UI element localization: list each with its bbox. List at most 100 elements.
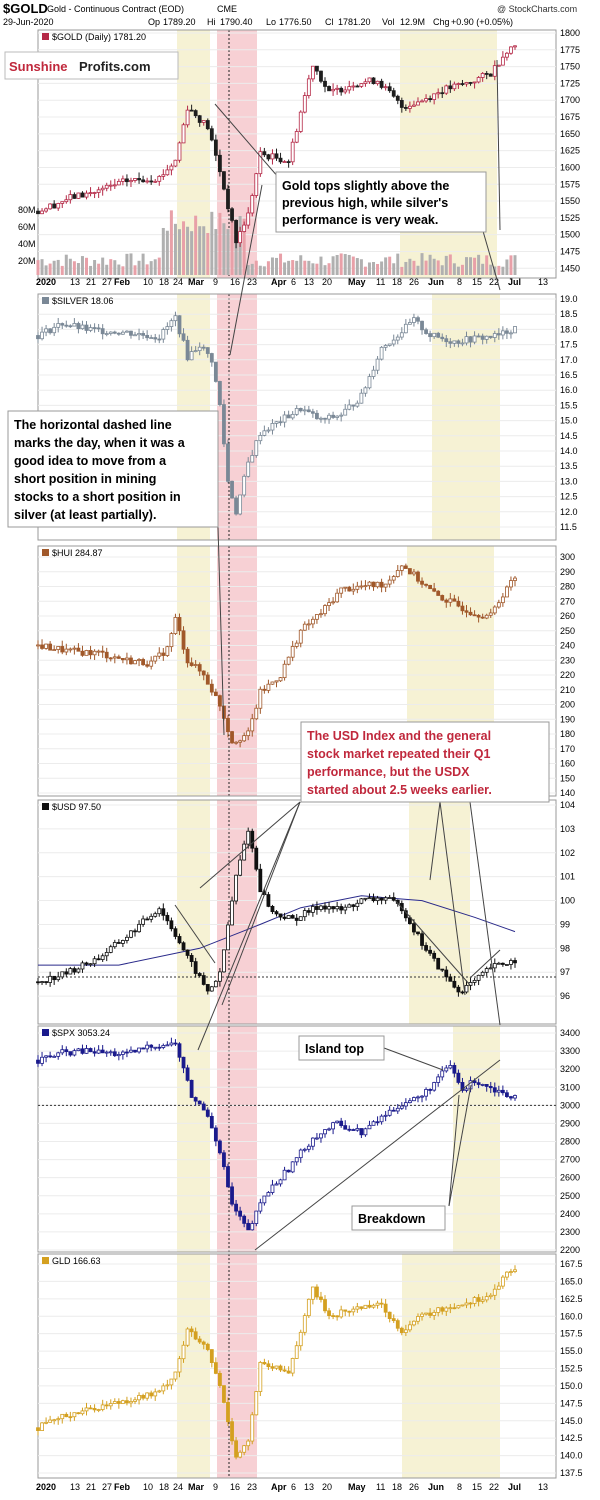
volume-bar (230, 219, 234, 275)
candle-body (76, 1412, 81, 1415)
y-tick-label: 1675 (560, 112, 580, 122)
candle-body (367, 1304, 372, 1308)
candle-body (444, 338, 449, 343)
candle-body (456, 83, 461, 85)
candle-body (327, 906, 331, 910)
candle-body (270, 681, 275, 685)
candle-body (460, 342, 465, 345)
annotation-connector (448, 1094, 460, 1207)
date-tick-label: Jun (428, 277, 444, 287)
date-tick-label: 20 (322, 277, 332, 287)
candle-body (238, 1451, 243, 1458)
date-tick-label: 16 (230, 277, 240, 287)
candle-body (189, 1328, 194, 1333)
candle-body (92, 1051, 97, 1054)
candle-body (294, 1157, 299, 1163)
candle-body (254, 1391, 259, 1416)
candle-body (60, 1413, 65, 1420)
annotation-usd-index-line2: stock market repeated their Q1 (307, 747, 490, 761)
candle-body (153, 655, 158, 662)
annotation-gold-tops-line2: previous high, while silver's (282, 196, 448, 210)
candle-body (399, 100, 404, 108)
candle-body (145, 918, 150, 921)
candle-body (323, 1129, 327, 1135)
candle-body (64, 324, 69, 327)
candle-body (153, 180, 158, 183)
candle-body (436, 332, 441, 338)
candle-body (104, 1404, 109, 1407)
candle-body (286, 915, 291, 919)
candle-body (363, 387, 368, 394)
candle-body (310, 1137, 315, 1147)
candle-body (165, 1044, 170, 1047)
candle-body (270, 153, 275, 160)
candle-body (145, 334, 150, 339)
candle-body (222, 404, 226, 445)
date-tick-label: Jul (508, 1482, 521, 1492)
candle-body (387, 1311, 392, 1319)
y-tick-label: 1450 (560, 263, 580, 273)
date-tick-label: May (348, 277, 366, 287)
candle-body (331, 906, 335, 910)
candle-body (310, 411, 315, 414)
volume-bar (343, 254, 347, 275)
candle-body (149, 180, 154, 183)
candle-body (112, 184, 117, 187)
candle-body (266, 429, 271, 432)
annotation-connector (197, 801, 301, 1051)
candle-body (104, 333, 109, 335)
candle-body (52, 649, 57, 651)
candle-body (484, 73, 489, 75)
candle-body (424, 98, 428, 102)
candle-body (173, 315, 178, 322)
candle-body (274, 153, 279, 159)
candle-body (509, 1271, 513, 1273)
volume-bar (420, 253, 424, 275)
candle-body (472, 614, 477, 617)
date-tick-label: 24 (173, 277, 183, 287)
candle-body (428, 1312, 433, 1316)
y-tick-label: 15.0 (560, 416, 578, 426)
candle-body (294, 131, 299, 143)
candle-body (242, 1215, 247, 1224)
candle-body (161, 908, 166, 916)
candle-body (213, 980, 218, 988)
volume-bar (85, 257, 89, 275)
candle-body (242, 1445, 247, 1453)
y-tick-label: 1700 (560, 95, 580, 105)
candle-body (181, 942, 186, 951)
candle-body (436, 957, 441, 970)
y-tick-label: 220 (560, 670, 575, 680)
candle-body (282, 916, 287, 919)
y-tick-label: 18.0 (560, 324, 578, 334)
annotation-dashed-line-line5: stocks to a short position in (14, 490, 181, 504)
panel-hui-label: $HUI 284.87 (52, 548, 103, 558)
candle-body (185, 1067, 190, 1081)
volume-bar (331, 256, 335, 275)
candle-body (310, 1286, 315, 1300)
header-vol-value: 12.9M (400, 17, 425, 27)
candle-body (254, 440, 259, 456)
candle-body (298, 1149, 303, 1159)
candle-body (428, 584, 433, 590)
candle-body (509, 1096, 513, 1099)
candle-body (96, 958, 101, 961)
header-close-label: Cl (325, 17, 334, 27)
candle-body (339, 87, 344, 93)
volume-bar (367, 262, 371, 275)
candle-body (464, 82, 469, 85)
candle-body (100, 650, 105, 653)
candle-body (387, 1109, 392, 1116)
candle-body (432, 1312, 437, 1316)
candle-body (44, 981, 48, 983)
candle-body (213, 361, 218, 382)
candle-body (440, 92, 445, 95)
volume-bar (327, 263, 331, 275)
candle-body (274, 911, 279, 915)
candle-body (213, 139, 218, 156)
volume-bar (68, 258, 72, 275)
highlight-band-yellow (453, 1026, 500, 1252)
candle-body (395, 570, 400, 577)
candle-body (286, 1370, 291, 1374)
candle-body (80, 1410, 85, 1415)
